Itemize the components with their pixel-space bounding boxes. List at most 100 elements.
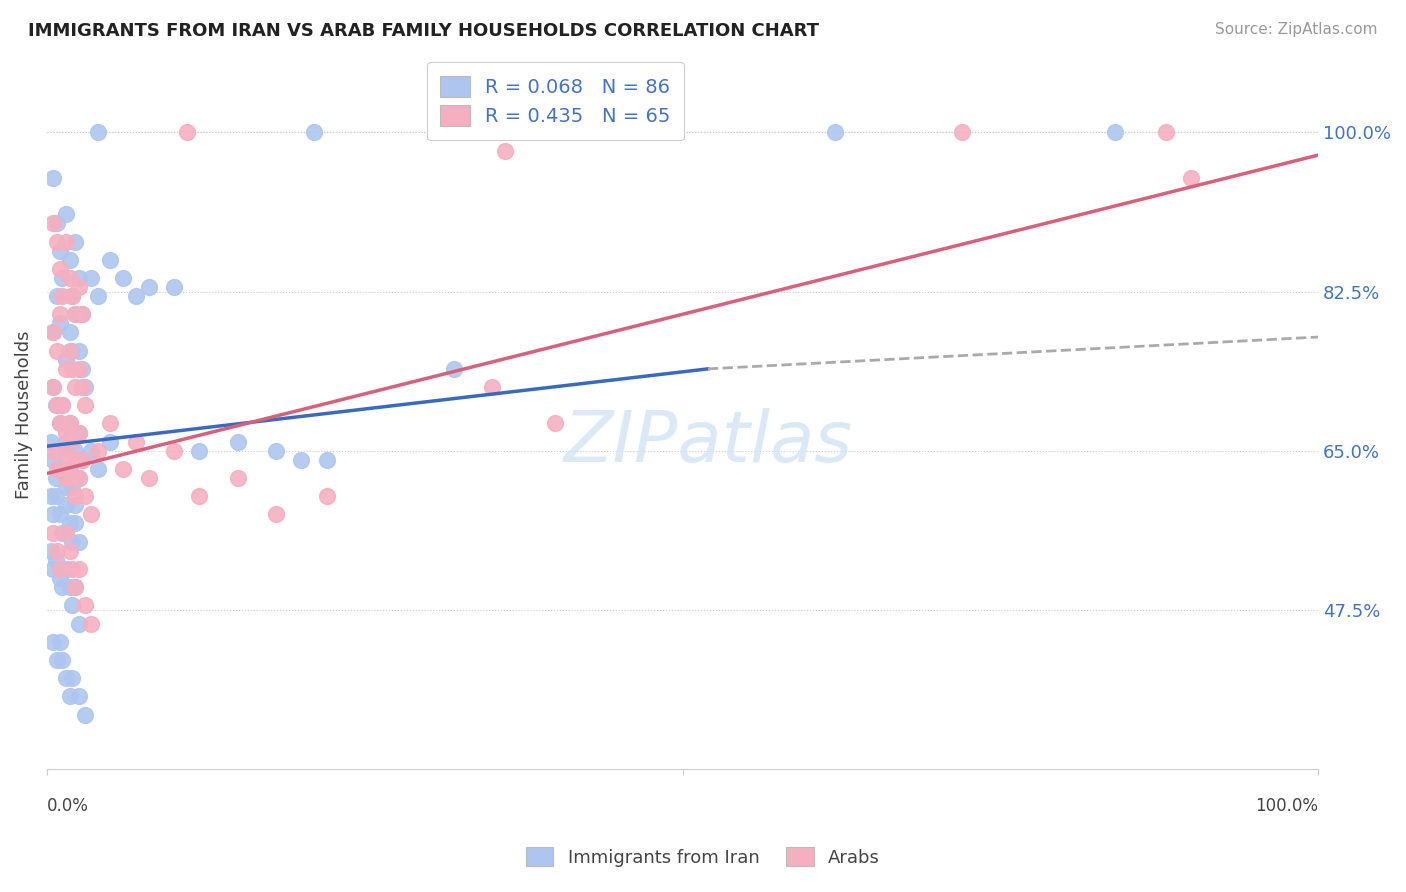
Point	[51, 289, 73, 303]
Point	[481, 380, 503, 394]
Point	[67, 425, 90, 440]
Legend: R = 0.068   N = 86, R = 0.435   N = 65: R = 0.068 N = 86, R = 0.435 N = 65	[427, 62, 685, 140]
Point	[290, 452, 312, 467]
Point	[42, 525, 65, 540]
Point	[45, 489, 67, 503]
Text: 100.0%: 100.0%	[1256, 797, 1319, 815]
Point	[42, 380, 65, 394]
Point	[45, 471, 67, 485]
Point	[45, 553, 67, 567]
Point	[63, 489, 86, 503]
Point	[55, 362, 77, 376]
Point	[60, 289, 83, 303]
Point	[73, 380, 96, 394]
Point	[125, 434, 148, 449]
Point	[824, 125, 846, 139]
Point	[60, 362, 83, 376]
Point	[55, 434, 77, 449]
Point	[48, 562, 70, 576]
Point	[87, 289, 110, 303]
Point	[443, 362, 465, 376]
Point	[59, 580, 82, 594]
Point	[60, 599, 83, 613]
Point	[67, 471, 90, 485]
Point	[59, 271, 82, 285]
Point	[67, 471, 90, 485]
Point	[1180, 170, 1202, 185]
Point	[138, 280, 160, 294]
Point	[42, 326, 65, 340]
Point	[264, 508, 287, 522]
Point	[39, 543, 62, 558]
Point	[950, 125, 973, 139]
Point	[55, 425, 77, 440]
Point	[60, 343, 83, 358]
Point	[1104, 125, 1126, 139]
Point	[59, 690, 82, 704]
Point	[42, 216, 65, 230]
Point	[63, 452, 86, 467]
Point	[42, 452, 65, 467]
Point	[48, 443, 70, 458]
Point	[39, 434, 62, 449]
Y-axis label: Family Households: Family Households	[15, 330, 32, 499]
Point	[46, 653, 69, 667]
Point	[63, 443, 86, 458]
Point	[73, 707, 96, 722]
Point	[42, 443, 65, 458]
Point	[51, 398, 73, 412]
Text: Source: ZipAtlas.com: Source: ZipAtlas.com	[1215, 22, 1378, 37]
Point	[87, 125, 110, 139]
Point	[72, 452, 94, 467]
Point	[302, 125, 325, 139]
Point	[72, 362, 94, 376]
Point	[176, 125, 198, 139]
Point	[51, 398, 73, 412]
Point	[42, 326, 65, 340]
Point	[63, 307, 86, 321]
Point	[59, 462, 82, 476]
Point	[48, 634, 70, 648]
Point	[100, 252, 122, 267]
Point	[51, 580, 73, 594]
Point	[1154, 125, 1177, 139]
Point	[55, 480, 77, 494]
Point	[42, 380, 65, 394]
Point	[42, 562, 65, 576]
Point	[51, 271, 73, 285]
Point	[63, 580, 86, 594]
Point	[100, 434, 122, 449]
Point	[125, 289, 148, 303]
Point	[55, 207, 77, 221]
Point	[55, 235, 77, 249]
Point	[42, 508, 65, 522]
Point	[48, 443, 70, 458]
Point	[45, 398, 67, 412]
Point	[60, 425, 83, 440]
Point	[55, 352, 77, 367]
Point	[72, 452, 94, 467]
Point	[55, 498, 77, 512]
Point	[67, 616, 90, 631]
Point	[73, 599, 96, 613]
Point	[73, 398, 96, 412]
Point	[73, 489, 96, 503]
Point	[48, 571, 70, 585]
Point	[60, 671, 83, 685]
Point	[60, 562, 83, 576]
Point	[67, 534, 90, 549]
Point	[100, 417, 122, 431]
Point	[87, 462, 110, 476]
Point	[51, 462, 73, 476]
Point	[59, 543, 82, 558]
Point	[315, 452, 337, 467]
Point	[67, 425, 90, 440]
Point	[315, 489, 337, 503]
Point	[63, 235, 86, 249]
Point	[67, 280, 90, 294]
Point	[72, 380, 94, 394]
Point	[48, 417, 70, 431]
Point	[63, 498, 86, 512]
Point	[46, 462, 69, 476]
Point	[46, 398, 69, 412]
